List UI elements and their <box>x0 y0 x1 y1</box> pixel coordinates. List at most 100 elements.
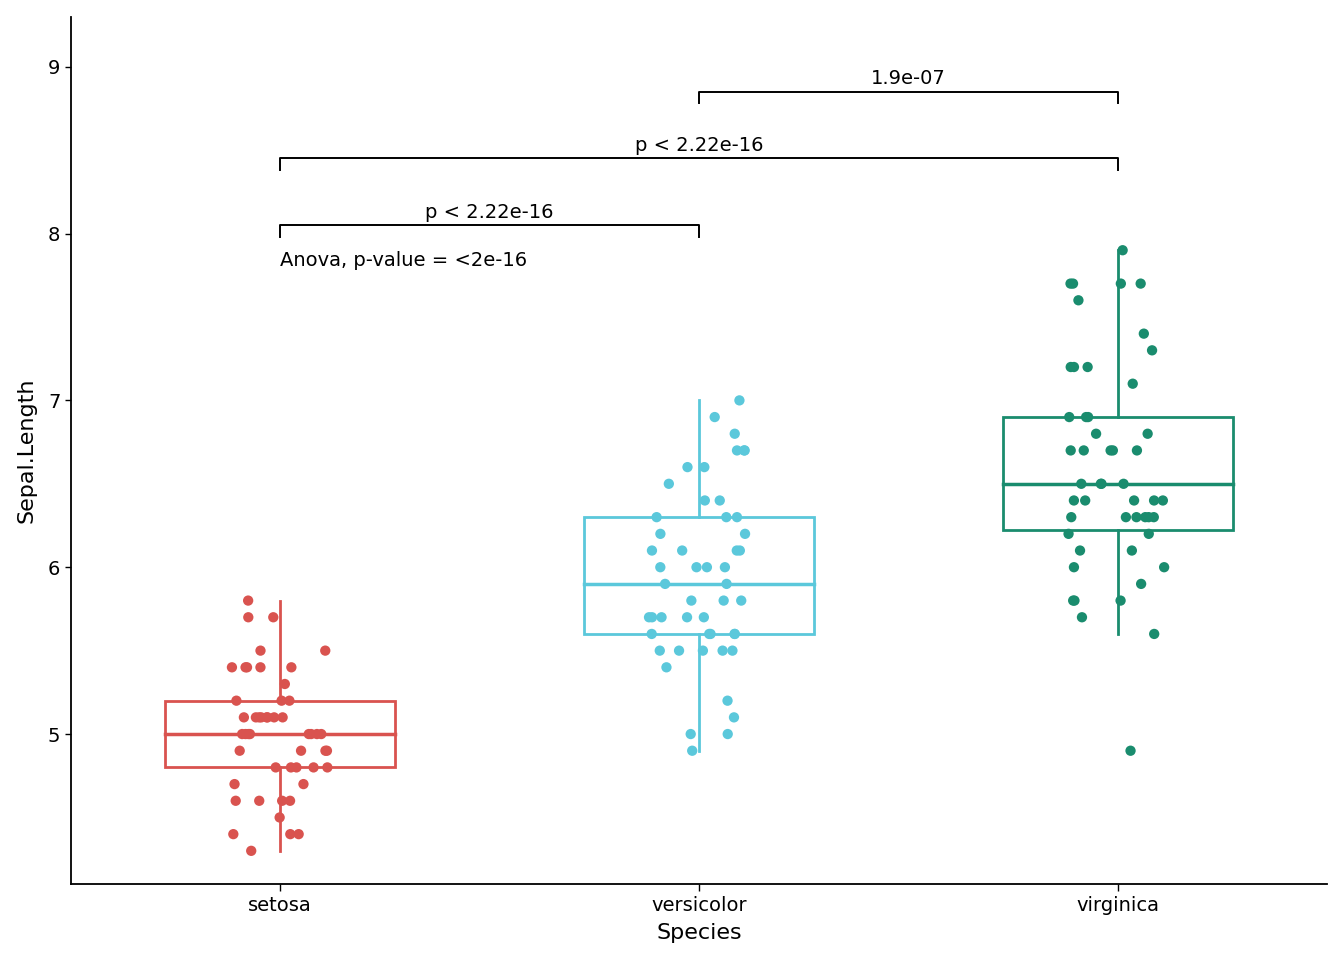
Point <box>1062 593 1083 609</box>
Point <box>288 827 309 842</box>
Point <box>301 727 323 742</box>
Point <box>293 777 314 792</box>
Point <box>1126 443 1148 458</box>
Point <box>1090 476 1111 492</box>
Point <box>681 743 703 758</box>
Point <box>1141 343 1163 358</box>
Point <box>298 727 320 742</box>
Point <box>724 626 746 641</box>
Point <box>224 777 246 792</box>
Point <box>716 727 738 742</box>
Point <box>1060 510 1082 525</box>
Point <box>712 593 734 609</box>
Point <box>257 709 278 725</box>
Point <box>710 492 731 508</box>
Point <box>723 709 745 725</box>
Point <box>694 610 715 625</box>
Point <box>1122 376 1144 392</box>
Point <box>224 793 246 808</box>
Point <box>1063 492 1085 508</box>
Point <box>237 660 258 675</box>
Point <box>1144 626 1165 641</box>
Point <box>262 610 284 625</box>
Point <box>281 660 302 675</box>
Text: p < 2.22e-16: p < 2.22e-16 <box>425 203 554 222</box>
Point <box>226 693 247 708</box>
Point <box>280 793 301 808</box>
Point <box>1113 476 1134 492</box>
Point <box>1075 409 1097 424</box>
Point <box>1102 443 1124 458</box>
Point <box>231 727 253 742</box>
Point <box>1071 610 1093 625</box>
Point <box>1152 492 1173 508</box>
Point <box>641 542 663 558</box>
Point <box>1071 476 1093 492</box>
Point <box>659 476 680 492</box>
Point <box>1121 542 1142 558</box>
Point <box>1153 560 1175 575</box>
Point <box>1116 510 1137 525</box>
Point <box>1126 510 1148 525</box>
Point <box>1060 359 1082 374</box>
Point <box>1060 276 1082 291</box>
Point <box>249 709 270 725</box>
Point <box>280 759 301 775</box>
Point <box>724 626 746 641</box>
Point <box>1138 510 1160 525</box>
Point <box>731 593 753 609</box>
Point <box>1086 426 1107 442</box>
Point <box>692 643 714 659</box>
Point <box>694 492 715 508</box>
Point <box>271 709 293 725</box>
Point <box>724 426 746 442</box>
Text: p < 2.22e-16: p < 2.22e-16 <box>634 136 763 156</box>
Point <box>1137 426 1159 442</box>
Point <box>1058 526 1079 541</box>
Point <box>668 643 689 659</box>
Point <box>1062 276 1083 291</box>
Point <box>265 759 286 775</box>
Point <box>1110 593 1132 609</box>
Point <box>1130 576 1152 591</box>
Point <box>1099 443 1121 458</box>
Point <box>1063 593 1085 609</box>
Point <box>1077 359 1098 374</box>
Point <box>685 560 707 575</box>
Point <box>1073 443 1094 458</box>
Point <box>728 393 750 408</box>
Point <box>641 610 663 625</box>
Point <box>650 610 672 625</box>
Point <box>302 759 324 775</box>
Point <box>278 693 300 708</box>
Text: 1.9e-07: 1.9e-07 <box>871 69 946 88</box>
Point <box>649 643 671 659</box>
Point <box>233 709 254 725</box>
Point <box>734 443 755 458</box>
Point <box>1070 542 1091 558</box>
Point <box>734 526 755 541</box>
Point <box>280 827 301 842</box>
Point <box>249 793 270 808</box>
Point <box>1138 526 1160 541</box>
Point <box>676 610 698 625</box>
Point <box>271 793 293 808</box>
Bar <box>165 701 395 767</box>
Point <box>1067 293 1089 308</box>
Point <box>677 460 699 475</box>
Point <box>696 560 718 575</box>
Point <box>274 676 296 691</box>
Bar <box>1003 417 1232 530</box>
Point <box>1133 326 1154 342</box>
Point <box>641 626 663 641</box>
Point <box>1130 276 1152 291</box>
Point <box>228 743 250 758</box>
Y-axis label: Sepal.Length: Sepal.Length <box>16 377 36 523</box>
Point <box>728 542 750 558</box>
Point <box>1120 743 1141 758</box>
Point <box>649 526 671 541</box>
Point <box>726 542 747 558</box>
Point <box>726 443 747 458</box>
Point <box>314 643 336 659</box>
Point <box>1078 409 1099 424</box>
